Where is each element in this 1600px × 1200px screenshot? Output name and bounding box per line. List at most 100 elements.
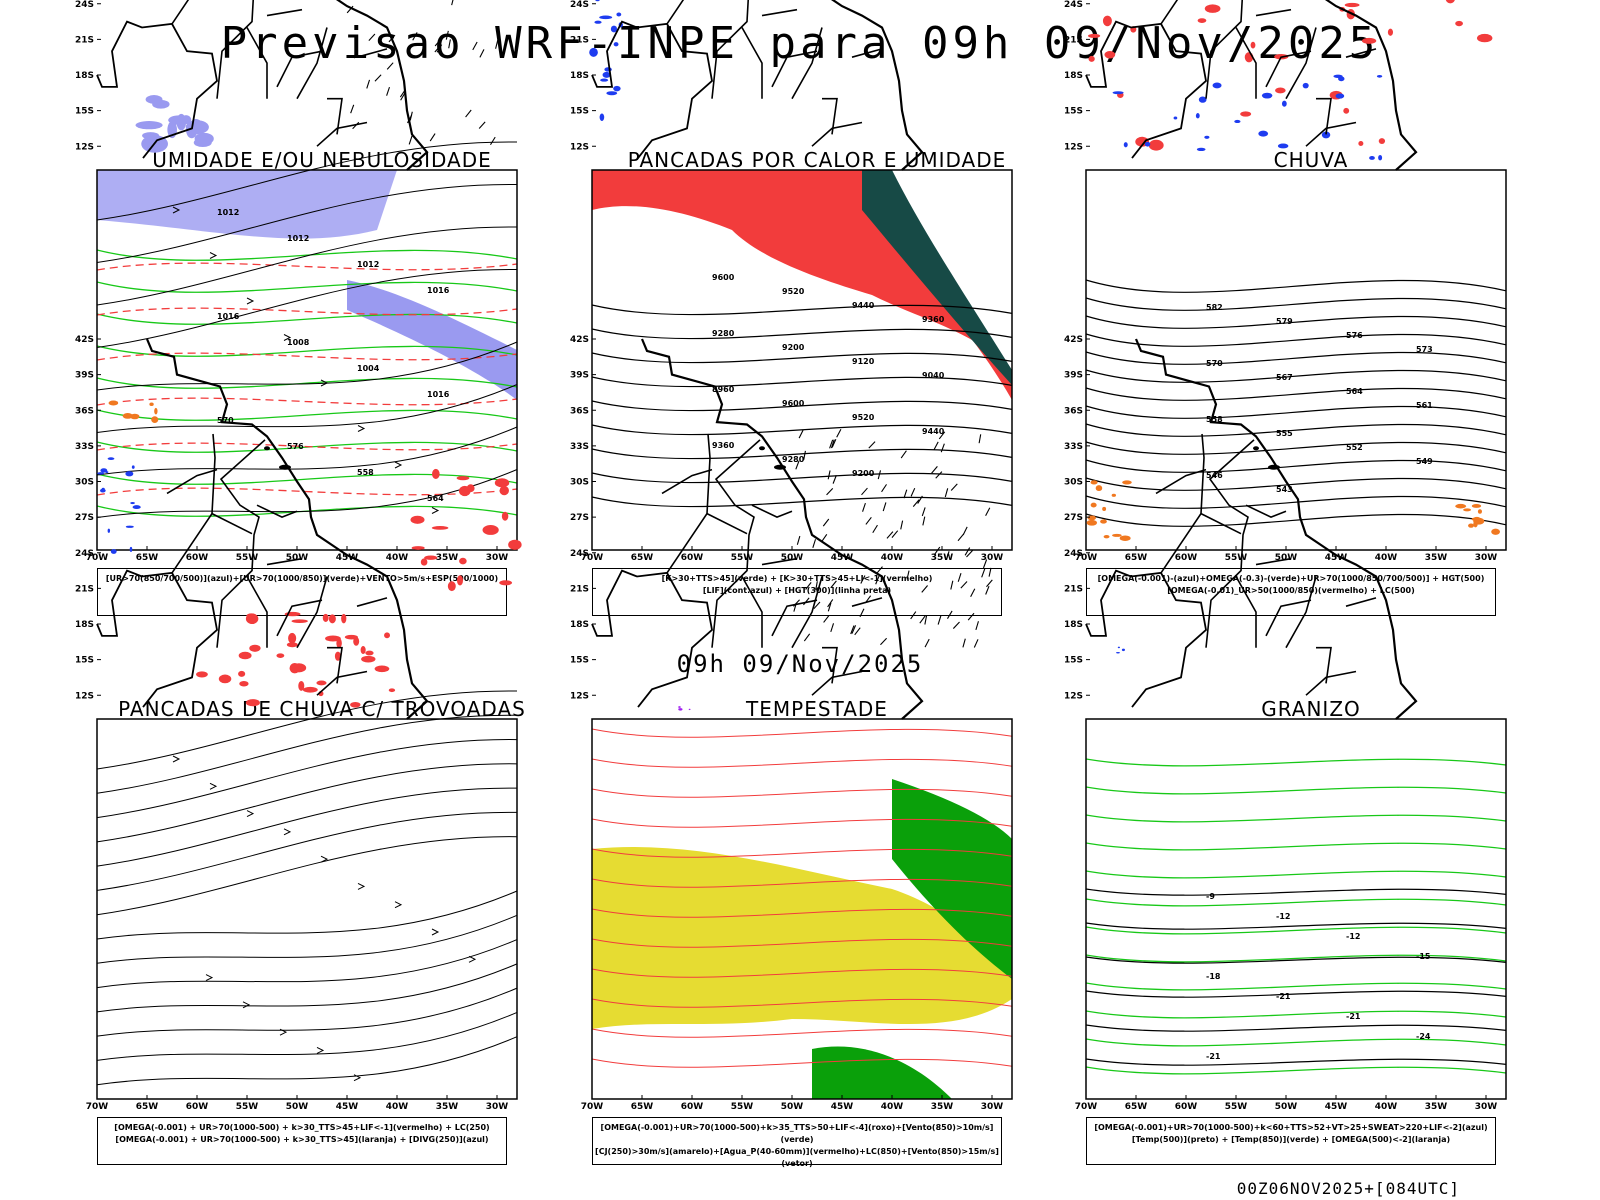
wind-vector xyxy=(985,507,991,516)
lif-contour xyxy=(594,20,602,24)
lon-label: 40W xyxy=(881,1102,904,1112)
wind-vector xyxy=(986,579,993,588)
lon-label: 45W xyxy=(336,1102,359,1112)
streamline xyxy=(96,690,518,770)
border-line xyxy=(211,512,253,535)
border-line xyxy=(1245,504,1287,518)
rain-area xyxy=(1378,138,1386,145)
contour-label: -9 xyxy=(1206,892,1215,901)
thickness-contour xyxy=(96,487,518,496)
instability-area xyxy=(862,170,1012,385)
border-line xyxy=(1255,8,1292,17)
lat-label: 21S xyxy=(570,35,589,45)
precip-water-contour xyxy=(591,1028,1013,1038)
legend-tempestade: [OMEGA(-0.001)+UR>70(1000-500)+k>35_TTS>… xyxy=(592,1117,1002,1168)
thunderstorm-area xyxy=(302,686,318,693)
contour-label: -15 xyxy=(1416,952,1431,961)
border-line xyxy=(276,599,323,637)
omega-area xyxy=(1204,135,1210,139)
contour-label: 9520 xyxy=(852,413,875,422)
wind-vector xyxy=(938,431,946,440)
stream-arrow xyxy=(316,1046,325,1054)
map-frame xyxy=(591,169,1013,551)
hgt300-contour xyxy=(591,496,1013,508)
border-line xyxy=(266,8,303,17)
contour-label: 582 xyxy=(1206,303,1223,312)
ur-low-contour xyxy=(96,441,518,453)
lif-contour xyxy=(613,42,619,47)
divergence-area xyxy=(131,465,135,469)
border-line xyxy=(1285,576,1317,649)
thunderstorm-area xyxy=(245,699,260,707)
stream-arrow xyxy=(357,425,366,432)
contour-label: 1012 xyxy=(287,234,309,243)
wind-vector xyxy=(868,441,876,449)
lon-label: 30W xyxy=(981,553,1004,563)
lif-contour xyxy=(606,91,618,96)
wind-vector xyxy=(368,33,376,42)
lon-label: 55W xyxy=(236,553,259,563)
contour-label: 564 xyxy=(1346,387,1363,396)
wind-vector xyxy=(975,621,979,631)
divergence-area xyxy=(110,549,117,554)
omega500-area xyxy=(1455,503,1467,509)
border-line xyxy=(316,121,368,147)
temp500-contour xyxy=(1085,922,1507,930)
temp850-contour xyxy=(1085,954,1507,963)
omega-area xyxy=(1302,82,1309,89)
precip-water-contour xyxy=(591,758,1013,768)
panel-granizo: GRANIZO -9 -12 -12 -15 -18 -21 -21 -24 -21 12S 15S… xyxy=(1064,335,1556,1197)
omega-area xyxy=(1335,93,1345,99)
lif-contour xyxy=(602,71,611,78)
lon-label: 55W xyxy=(731,553,754,563)
border-line xyxy=(822,646,838,684)
streamline xyxy=(96,469,518,518)
wind-vector xyxy=(962,638,966,648)
border-line xyxy=(851,597,883,607)
lon-label: 55W xyxy=(1225,553,1248,563)
contour-label: 9600 xyxy=(712,273,735,282)
streamline xyxy=(96,836,518,916)
border-line xyxy=(751,504,793,518)
border-line xyxy=(246,27,268,99)
storm-area xyxy=(688,708,691,711)
thunderstorm-area xyxy=(494,478,510,488)
thunderstorm-area xyxy=(289,662,300,674)
border-line xyxy=(256,504,298,518)
border-line xyxy=(591,569,713,708)
temp850-contour xyxy=(1085,1010,1507,1019)
contour-label: 1016 xyxy=(427,286,450,295)
rain-area xyxy=(1250,41,1256,49)
lon-label: 50W xyxy=(1275,1102,1298,1112)
lat-label: 36S xyxy=(570,406,589,416)
border-line xyxy=(822,97,838,135)
contour-label: 558 xyxy=(357,468,374,477)
contour-label: 8960 xyxy=(712,385,735,394)
humidity-area xyxy=(347,280,517,400)
contour-label: 9280 xyxy=(782,455,805,464)
stream-arrow xyxy=(172,755,181,763)
lon-label: 35W xyxy=(436,553,459,563)
thunderstorm-area xyxy=(410,515,425,524)
thunderstorm-area xyxy=(420,558,428,566)
contour-label: 1012 xyxy=(357,260,379,269)
wind-vector xyxy=(952,621,960,629)
wind-vector xyxy=(851,625,857,634)
lat-label: 33S xyxy=(570,442,589,452)
thunderstorm-area xyxy=(328,614,336,624)
omega500-area xyxy=(1086,519,1098,526)
hgt500-contour xyxy=(1085,441,1507,455)
hgt500-contour xyxy=(1085,495,1507,509)
lon-label: 45W xyxy=(831,1102,854,1112)
border-line xyxy=(1205,0,1244,99)
legend-chuva: [OMEGA(-0.001)-(azul)+OMEGA(-0.3)-(verde… xyxy=(1086,568,1496,616)
wind-vector xyxy=(862,502,866,512)
thunderstorm-area xyxy=(360,646,366,655)
lat-label: 24S xyxy=(1064,549,1083,559)
panel-title: CHUVA xyxy=(1273,148,1349,172)
wind-vector xyxy=(429,133,436,142)
lon-label: 35W xyxy=(1425,553,1448,563)
contour-label: -24 xyxy=(1416,1032,1431,1041)
rain-area xyxy=(1240,111,1252,117)
thunderstorm-area xyxy=(459,557,467,565)
